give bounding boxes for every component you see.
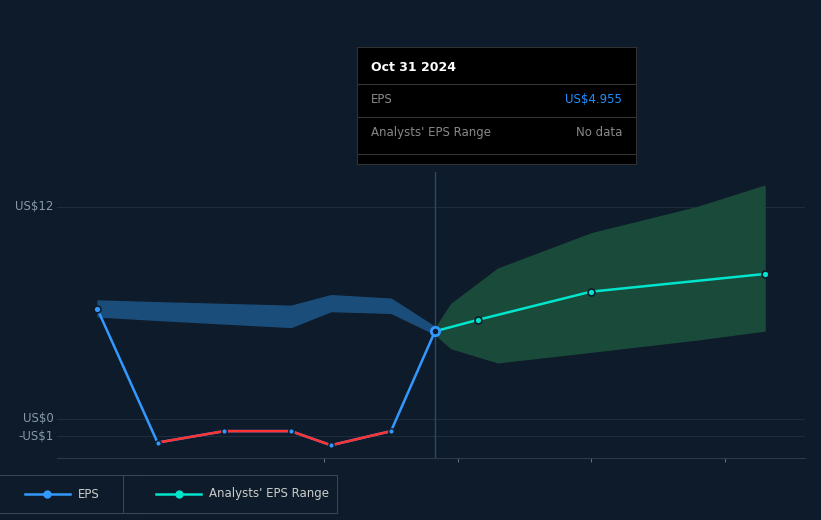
- Text: US$4.955: US$4.955: [566, 93, 622, 106]
- Text: Analysts' EPS Range: Analysts' EPS Range: [371, 126, 491, 139]
- Text: EPS: EPS: [78, 488, 99, 500]
- Text: Analysts Forecasts: Analysts Forecasts: [443, 147, 553, 160]
- Text: US$0: US$0: [23, 412, 53, 425]
- FancyBboxPatch shape: [123, 475, 337, 513]
- Text: US$12: US$12: [16, 200, 53, 213]
- Text: -US$1: -US$1: [19, 430, 53, 443]
- FancyBboxPatch shape: [0, 475, 140, 513]
- Text: Actual: Actual: [391, 147, 428, 160]
- Text: Oct 31 2024: Oct 31 2024: [371, 61, 456, 74]
- Text: EPS: EPS: [371, 93, 392, 106]
- Text: No data: No data: [576, 126, 622, 139]
- Text: Analysts' EPS Range: Analysts' EPS Range: [209, 488, 329, 500]
